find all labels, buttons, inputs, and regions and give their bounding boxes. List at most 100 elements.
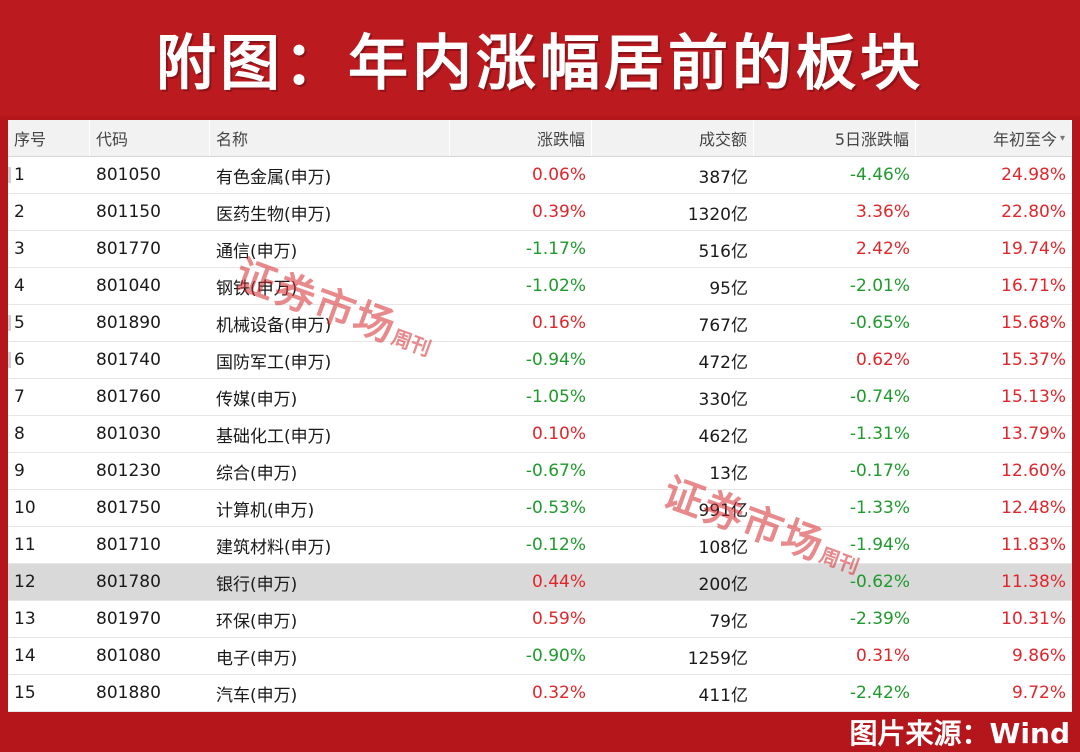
change-5d: 3.36%	[855, 202, 910, 222]
change-5d: -4.46%	[849, 165, 910, 185]
change-5d: 0.31%	[855, 646, 910, 666]
change-pct: 0.59%	[531, 609, 586, 629]
change-ytd: 12.60%	[1001, 461, 1066, 481]
change-ytd: 11.38%	[1001, 572, 1066, 592]
change-ytd: 19.74%	[1001, 239, 1066, 259]
row-marker	[8, 167, 11, 183]
table-row[interactable]: 11 801710 建筑材料(申万) -0.12% 108亿 -1.94% 11.83%	[8, 527, 1072, 564]
table-row[interactable]: 8 801030 基础化工(申万) 0.10% 462亿 -1.31% 13.79%	[8, 416, 1072, 453]
table-row[interactable]: 9 801230 综合(申万) -0.67% 13亿 -0.17% 12.60%	[8, 453, 1072, 490]
header-label: 涨跌幅	[536, 130, 585, 149]
change-pct: -0.53%	[525, 498, 586, 518]
change-5d: -2.42%	[849, 683, 910, 703]
change-ytd: 15.68%	[1001, 313, 1066, 333]
row-index: 4	[14, 276, 25, 296]
table-row[interactable]: 12 801780 银行(申万) 0.44% 200亿 -0.62% 11.38%	[8, 564, 1072, 601]
source-footer: 图片来源：Wind	[0, 712, 1072, 751]
sector-code: 801780	[96, 572, 161, 592]
change-pct: 0.39%	[531, 202, 586, 222]
sector-name: 基础化工(申万)	[216, 426, 332, 447]
row-index: 1	[14, 165, 25, 185]
sector-name: 汽车(申万)	[216, 685, 298, 706]
change-5d: -2.39%	[849, 609, 910, 629]
change-ytd: 9.72%	[1011, 683, 1066, 703]
row-index: 8	[14, 424, 25, 444]
sort-down-icon[interactable]: ▾	[1059, 132, 1065, 144]
turnover: 472亿	[698, 352, 748, 373]
header-turnover[interactable]: 成交额	[592, 120, 754, 156]
table-row[interactable]: 15 801880 汽车(申万) 0.32% 411亿 -2.42% 9.72%	[8, 675, 1072, 712]
row-index: 15	[14, 683, 36, 703]
header-label: 5日涨跌幅	[834, 130, 909, 149]
sector-name: 通信(申万)	[216, 241, 298, 262]
sector-name: 国防军工(申万)	[216, 352, 332, 373]
header-ytd[interactable]: 年初至今 ▾	[916, 120, 1072, 156]
header-code[interactable]: 代码	[90, 120, 210, 156]
change-5d: 2.42%	[855, 239, 910, 259]
table-body: 1 801050 有色金属(申万) 0.06% 387亿 -4.46% 24.98% 2 801…	[8, 157, 1072, 712]
table-row[interactable]: 7 801760 传媒(申万) -1.05% 330亿 -0.74% 15.13%	[8, 379, 1072, 416]
change-pct: 0.16%	[531, 313, 586, 333]
turnover: 95亿	[709, 278, 748, 299]
turnover: 330亿	[698, 389, 748, 410]
table-row[interactable]: 5 801890 机械设备(申万) 0.16% 767亿 -0.65% 15.68%	[8, 305, 1072, 342]
header-5d-change[interactable]: 5日涨跌幅	[754, 120, 916, 156]
table-row[interactable]: 13 801970 环保(申万) 0.59% 79亿 -2.39% 10.31%	[8, 601, 1072, 638]
change-pct: -1.05%	[525, 387, 586, 407]
change-ytd: 10.31%	[1001, 609, 1066, 629]
change-ytd: 15.37%	[1001, 350, 1066, 370]
change-ytd: 24.98%	[1001, 165, 1066, 185]
turnover: 516亿	[698, 241, 748, 262]
row-marker	[8, 352, 11, 368]
header-label: 年初至今	[992, 130, 1057, 149]
sector-code: 801750	[96, 498, 161, 518]
table-row[interactable]: 2 801150 医药生物(申万) 0.39% 1320亿 3.36% 22.80%	[8, 194, 1072, 231]
change-pct: 0.06%	[531, 165, 586, 185]
change-5d: -1.31%	[849, 424, 910, 444]
sector-code: 801030	[96, 424, 161, 444]
header-label: 成交额	[698, 130, 747, 149]
row-index: 9	[14, 461, 25, 481]
sector-code: 801230	[96, 461, 161, 481]
header-name[interactable]: 名称	[210, 120, 450, 156]
sector-name: 银行(申万)	[216, 574, 298, 595]
row-index: 5	[14, 313, 25, 333]
row-index: 6	[14, 350, 25, 370]
table-row[interactable]: 1 801050 有色金属(申万) 0.06% 387亿 -4.46% 24.98%	[8, 157, 1072, 194]
sector-name: 电子(申万)	[216, 648, 298, 669]
table-row[interactable]: 3 801770 通信(申万) -1.17% 516亿 2.42% 19.74%	[8, 231, 1072, 268]
change-5d: -2.01%	[849, 276, 910, 296]
change-pct: 0.44%	[531, 572, 586, 592]
change-ytd: 16.71%	[1001, 276, 1066, 296]
sector-code: 801890	[96, 313, 161, 333]
table-row[interactable]: 6 801740 国防军工(申万) -0.94% 472亿 0.62% 15.37%	[8, 342, 1072, 379]
change-ytd: 22.80%	[1001, 202, 1066, 222]
sector-name: 医药生物(申万)	[216, 204, 332, 225]
sector-name: 综合(申万)	[216, 463, 298, 484]
row-index: 2	[14, 202, 25, 222]
title-banner: 附图：年内涨幅居前的板块	[0, 0, 1080, 116]
source-label: 图片来源：Wind	[849, 716, 1070, 750]
row-index: 12	[14, 572, 36, 592]
table-row[interactable]: 4 801040 钢铁(申万) -1.02% 95亿 -2.01% 16.71%	[8, 268, 1072, 305]
sector-code: 801880	[96, 683, 161, 703]
turnover: 411亿	[698, 685, 748, 706]
row-index: 3	[14, 239, 25, 259]
change-5d: 0.62%	[855, 350, 910, 370]
table-row[interactable]: 14 801080 电子(申万) -0.90% 1259亿 0.31% 9.86%	[8, 638, 1072, 675]
header-index[interactable]: 序号	[8, 120, 90, 156]
sector-code: 801050	[96, 165, 161, 185]
sector-name: 建筑材料(申万)	[216, 537, 332, 558]
sector-code: 801770	[96, 239, 161, 259]
change-ytd: 11.83%	[1001, 535, 1066, 555]
row-marker	[8, 315, 11, 331]
header-change[interactable]: 涨跌幅	[450, 120, 592, 156]
turnover: 13亿	[709, 463, 748, 484]
sector-name: 环保(申万)	[216, 611, 298, 632]
sector-table: 序号 代码 名称 涨跌幅 成交额 5日涨跌幅 年初至今 ▾ 1 801050 有色金属(申万) 0.…	[8, 120, 1072, 712]
change-pct: 0.10%	[531, 424, 586, 444]
change-5d: -0.65%	[849, 313, 910, 333]
turnover: 108亿	[698, 537, 748, 558]
sector-code: 801150	[96, 202, 161, 222]
table-row[interactable]: 10 801750 计算机(申万) -0.53% 991亿 -1.33% 12.48%	[8, 490, 1072, 527]
